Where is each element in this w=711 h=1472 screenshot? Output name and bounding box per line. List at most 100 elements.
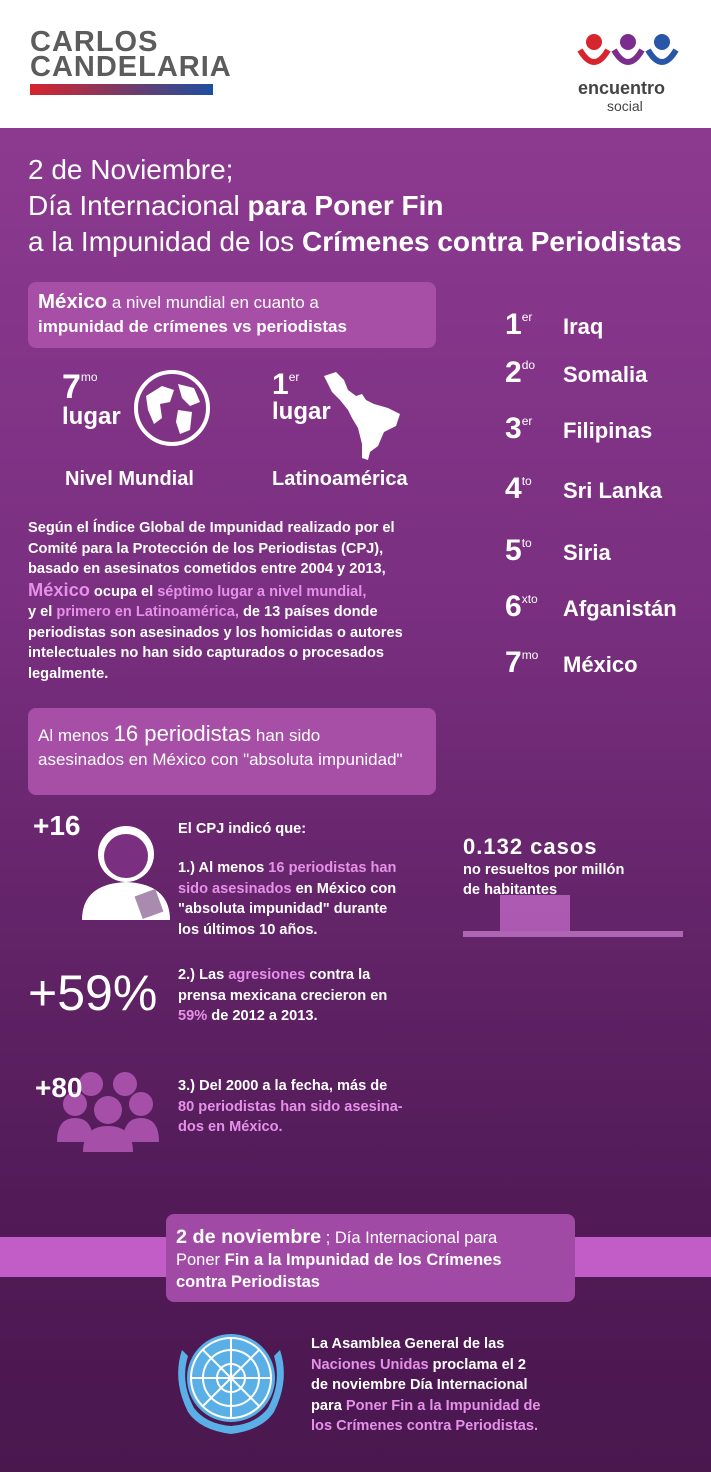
text-line: los Crímenes contra Periodistas. (311, 1416, 541, 1437)
text-segment: 2.) Las (178, 967, 229, 983)
stat: +16 (33, 810, 81, 841)
rank-number: 3 (505, 412, 522, 445)
box (166, 1214, 575, 1302)
country: Afganistán (563, 596, 677, 621)
text-segment: 2 de Noviembre; (28, 154, 234, 185)
globe-icon (134, 370, 210, 446)
rank-suffix: xto (521, 592, 538, 606)
text-line: asesinados en México con "absoluta impun… (38, 748, 403, 772)
bar-shape (500, 895, 570, 933)
text-line: los últimos 10 años. (178, 920, 396, 941)
country: Somalia (563, 362, 648, 387)
ranking-row: 5to (505, 534, 532, 568)
rank-word: lugar (62, 403, 121, 430)
text-segment: Poner Fin a la Impunidad de (345, 1397, 541, 1414)
text-segment: de 13 países donde (238, 604, 378, 620)
logo-text: social (607, 98, 643, 114)
rank-number: 7 (62, 368, 81, 406)
text-segment: a nivel mundial en cuanto a (107, 293, 319, 312)
logo-text: CANDELARIA (30, 51, 232, 83)
footer-box-text: 2 de noviembre ; Día Internacional para P… (176, 1226, 502, 1293)
country: Sri Lanka (563, 478, 663, 503)
text-line: intelectuales no han sido capturados o p… (28, 643, 403, 664)
text-segment: 3.) Del 2000 a la fecha, más de (178, 1078, 388, 1094)
text-segment: dos en México. (178, 1119, 283, 1135)
text-segment: Poner (176, 1251, 225, 1269)
box (28, 282, 436, 348)
item: 2.) Las agresiones contra la prensa mexic… (178, 965, 387, 1027)
text-line: México a nivel mundial en cuanto a (38, 290, 347, 315)
ranking-row: 3er (505, 412, 532, 446)
text-line: 3.) Del 2000 a la fecha, más de (178, 1076, 403, 1097)
stat: +80 (35, 1072, 83, 1103)
text-segment: ocupa el (89, 583, 158, 600)
intro: El CPJ indicó que: (178, 821, 307, 837)
title: 2 de Noviembre; Día Internacional para Po… (28, 152, 682, 260)
text-segment: prensa mexicana crecieron en (178, 987, 388, 1004)
rank-suffix: to (521, 474, 532, 488)
text-segment: y los homicidas o autores (219, 624, 403, 641)
text-line: prensa mexicana crecieron en (178, 986, 387, 1007)
text-segment: contra la (305, 967, 371, 983)
rank-block: 1er lugar (272, 368, 331, 426)
text-segment: Naciones Unidas (311, 1356, 429, 1373)
text-line: 80 periodistas han sido asesina- (178, 1097, 403, 1118)
people-icon (57, 1072, 159, 1152)
text-line: para Poner Fin a la Impunidad de (311, 1396, 541, 1417)
ranking-row: 6xto (505, 590, 538, 624)
rank-suffix: mo (80, 370, 98, 384)
text-segment: Según el Índice Global de Impunidad real… (28, 520, 395, 536)
text-segment: de noviembre Día Internacional (311, 1377, 528, 1393)
text-segment: agresiones (228, 967, 306, 983)
text-line: Poner Fin a la Impunidad de los Crímenes (176, 1249, 502, 1271)
section-box-text: Al menos 16 periodistas han sido asesinad… (38, 722, 403, 772)
text-line: Naciones Unidas proclama el 2 (311, 1355, 541, 1376)
rank-number: 4 (505, 472, 522, 505)
rank-number: 7 (505, 646, 522, 679)
country: Iraq (563, 314, 604, 339)
text-segment: para Poner Fin (247, 190, 444, 221)
rank-label: Latinoamérica (272, 468, 408, 490)
ranking-row: 1er (505, 308, 532, 342)
cases-value: 0.132 casos (463, 834, 598, 859)
cases-text: no resueltos por millón de habitantes (463, 860, 624, 900)
text-segment: los últimos 10 años. (178, 921, 318, 938)
text-line: 2.) Las agresiones contra la (178, 965, 387, 986)
rank-suffix: er (288, 370, 300, 384)
text-line: legalmente. (28, 664, 403, 685)
text-segment: ; Día Internacional para (321, 1229, 498, 1247)
text-segment: periodistas son asesinados (28, 624, 220, 641)
text-segment: proclama el 2 (428, 1356, 526, 1373)
box (28, 708, 436, 795)
ranking-row: 2do (505, 356, 535, 390)
text-segment: séptimo lugar a nivel mundial, (157, 583, 367, 600)
text-segment: La Asamblea General de las (311, 1336, 505, 1352)
rank-suffix: er (521, 310, 533, 324)
text-segment: no han sido capturados o procesados (120, 645, 385, 661)
logo-icon (577, 34, 679, 65)
rank-suffix: to (521, 536, 532, 550)
text-line: Día Internacional para Poner Fin (28, 188, 682, 224)
rank-label: Nivel Mundial (65, 468, 194, 490)
un-emblem (178, 1334, 284, 1434)
text-segment: Fin a la Impunidad de los Crímenes (224, 1251, 502, 1269)
text-line: "absoluta impunidad" durante (178, 899, 396, 920)
item: 3.) Del 2000 a la fecha, más de 80 period… (178, 1076, 403, 1138)
text-segment: impunidad de crímenes vs periodistas (38, 317, 347, 336)
text-segment: México (38, 291, 108, 313)
text-segment: legalmente. (28, 665, 109, 682)
rank-suffix: mo (521, 648, 539, 662)
logo-text: encuentro (578, 78, 666, 98)
text-segment: 1.) Al menos (178, 860, 269, 876)
text-segment: han sido (251, 726, 321, 745)
stat: +59% (28, 965, 158, 1021)
text-line: dos en México. (178, 1117, 403, 1138)
text-line: contra Periodistas (176, 1271, 502, 1293)
text-line: de habitantes (463, 882, 558, 898)
text-segment: basado en asesinatos cometidos entre 200… (28, 561, 386, 577)
rank-suffix: do (521, 358, 536, 372)
text-line: 1.) Al menos 16 periodistas han (178, 858, 396, 879)
country: México (563, 652, 638, 677)
logo-text: CARLOS (30, 26, 159, 58)
